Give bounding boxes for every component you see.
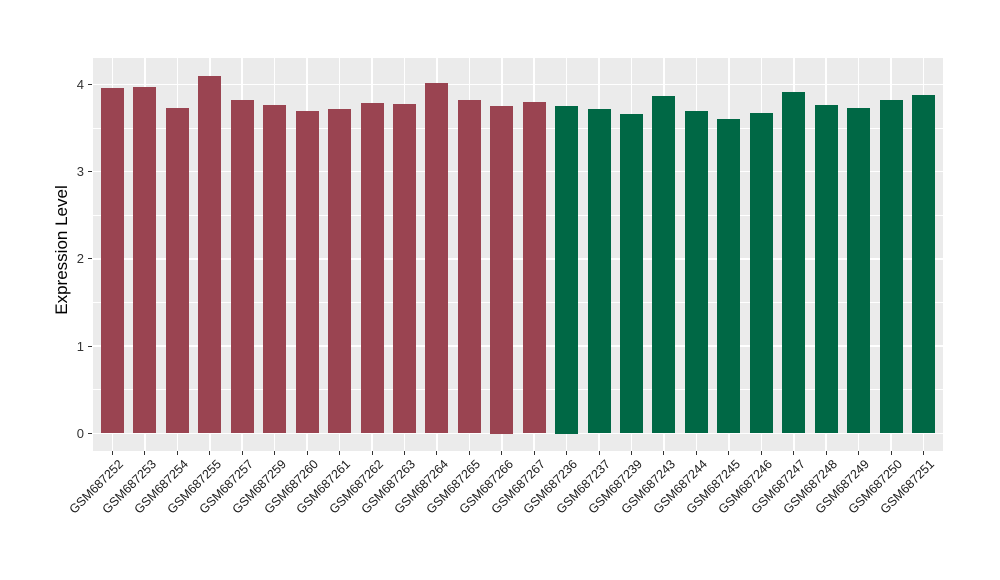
y-tick-label: 0 <box>76 426 84 441</box>
bar-GSM687244 <box>684 111 708 434</box>
bar-GSM687253 <box>133 86 157 434</box>
bar-GSM687252 <box>100 87 124 434</box>
x-tick-mark <box>858 451 860 455</box>
bar-GSM687251 <box>912 94 936 434</box>
bar-GSM687261 <box>328 108 352 434</box>
x-tick-mark <box>436 451 438 455</box>
minor-gridline <box>93 214 943 216</box>
major-gridline <box>93 258 943 260</box>
x-tick-mark <box>111 451 113 455</box>
x-tick-mark <box>923 451 925 455</box>
x-tick-mark <box>631 451 633 455</box>
y-tick-label: 1 <box>76 338 84 354</box>
bar-GSM687237 <box>587 108 611 434</box>
major-gridline <box>93 170 943 173</box>
major-gridline <box>93 432 943 435</box>
x-tick-mark <box>274 451 276 455</box>
plot-panel <box>93 58 943 451</box>
x-tick-mark <box>566 451 568 455</box>
bar-GSM687254 <box>165 107 189 434</box>
bar-GSM687265 <box>457 100 481 434</box>
x-tick-mark <box>728 451 730 455</box>
x-tick-mark <box>533 451 535 455</box>
x-tick-mark <box>306 451 308 455</box>
bar-GSM687255 <box>198 75 222 434</box>
bar-GSM687263 <box>392 103 416 434</box>
y-tick-mark <box>88 258 92 260</box>
y-tick-mark <box>88 171 92 173</box>
x-tick-mark <box>598 451 600 455</box>
bar-GSM687267 <box>522 101 546 434</box>
x-tick-mark <box>209 451 211 455</box>
y-tick-mark <box>88 345 92 347</box>
y-tick-label: 3 <box>76 164 84 180</box>
bar-GSM687266 <box>490 106 514 434</box>
y-tick-label: 2 <box>76 251 84 267</box>
x-tick-mark <box>695 451 697 455</box>
bar-GSM687236 <box>555 106 579 434</box>
x-tick-mark <box>890 451 892 455</box>
bar-GSM687249 <box>847 107 871 434</box>
x-tick-mark <box>663 451 665 455</box>
x-tick-mark <box>403 451 405 455</box>
x-tick-mark <box>144 451 146 455</box>
bar-GSM687247 <box>782 92 806 434</box>
bar-GSM687264 <box>425 83 449 434</box>
bar-GSM687243 <box>652 95 676 434</box>
bar-GSM687245 <box>717 119 741 434</box>
bar-GSM687262 <box>360 102 384 434</box>
x-tick-mark <box>793 451 795 455</box>
y-tick-mark <box>88 433 92 434</box>
y-axis-title: Expression Level <box>52 185 71 315</box>
x-tick-mark <box>825 451 827 455</box>
bar-GSM687248 <box>814 105 838 434</box>
minor-gridline <box>93 127 943 129</box>
bar-GSM687246 <box>749 113 773 434</box>
x-tick-mark <box>760 451 762 455</box>
x-tick-mark <box>371 451 373 455</box>
major-gridline <box>93 345 943 347</box>
bar-GSM687239 <box>620 113 644 434</box>
bar-GSM687250 <box>879 100 903 434</box>
bar-GSM687260 <box>295 111 319 434</box>
y-tick-mark <box>88 83 92 85</box>
minor-gridline <box>93 302 943 303</box>
bar-GSM687257 <box>230 100 254 434</box>
minor-gridline <box>93 389 943 391</box>
y-tick-label: 4 <box>76 76 84 92</box>
x-tick-mark <box>176 451 178 455</box>
x-tick-mark <box>241 451 243 455</box>
x-tick-mark <box>501 451 503 455</box>
major-gridline <box>93 83 943 86</box>
bar-GSM687259 <box>263 105 287 434</box>
x-tick-mark <box>339 451 341 455</box>
x-tick-mark <box>468 451 470 455</box>
